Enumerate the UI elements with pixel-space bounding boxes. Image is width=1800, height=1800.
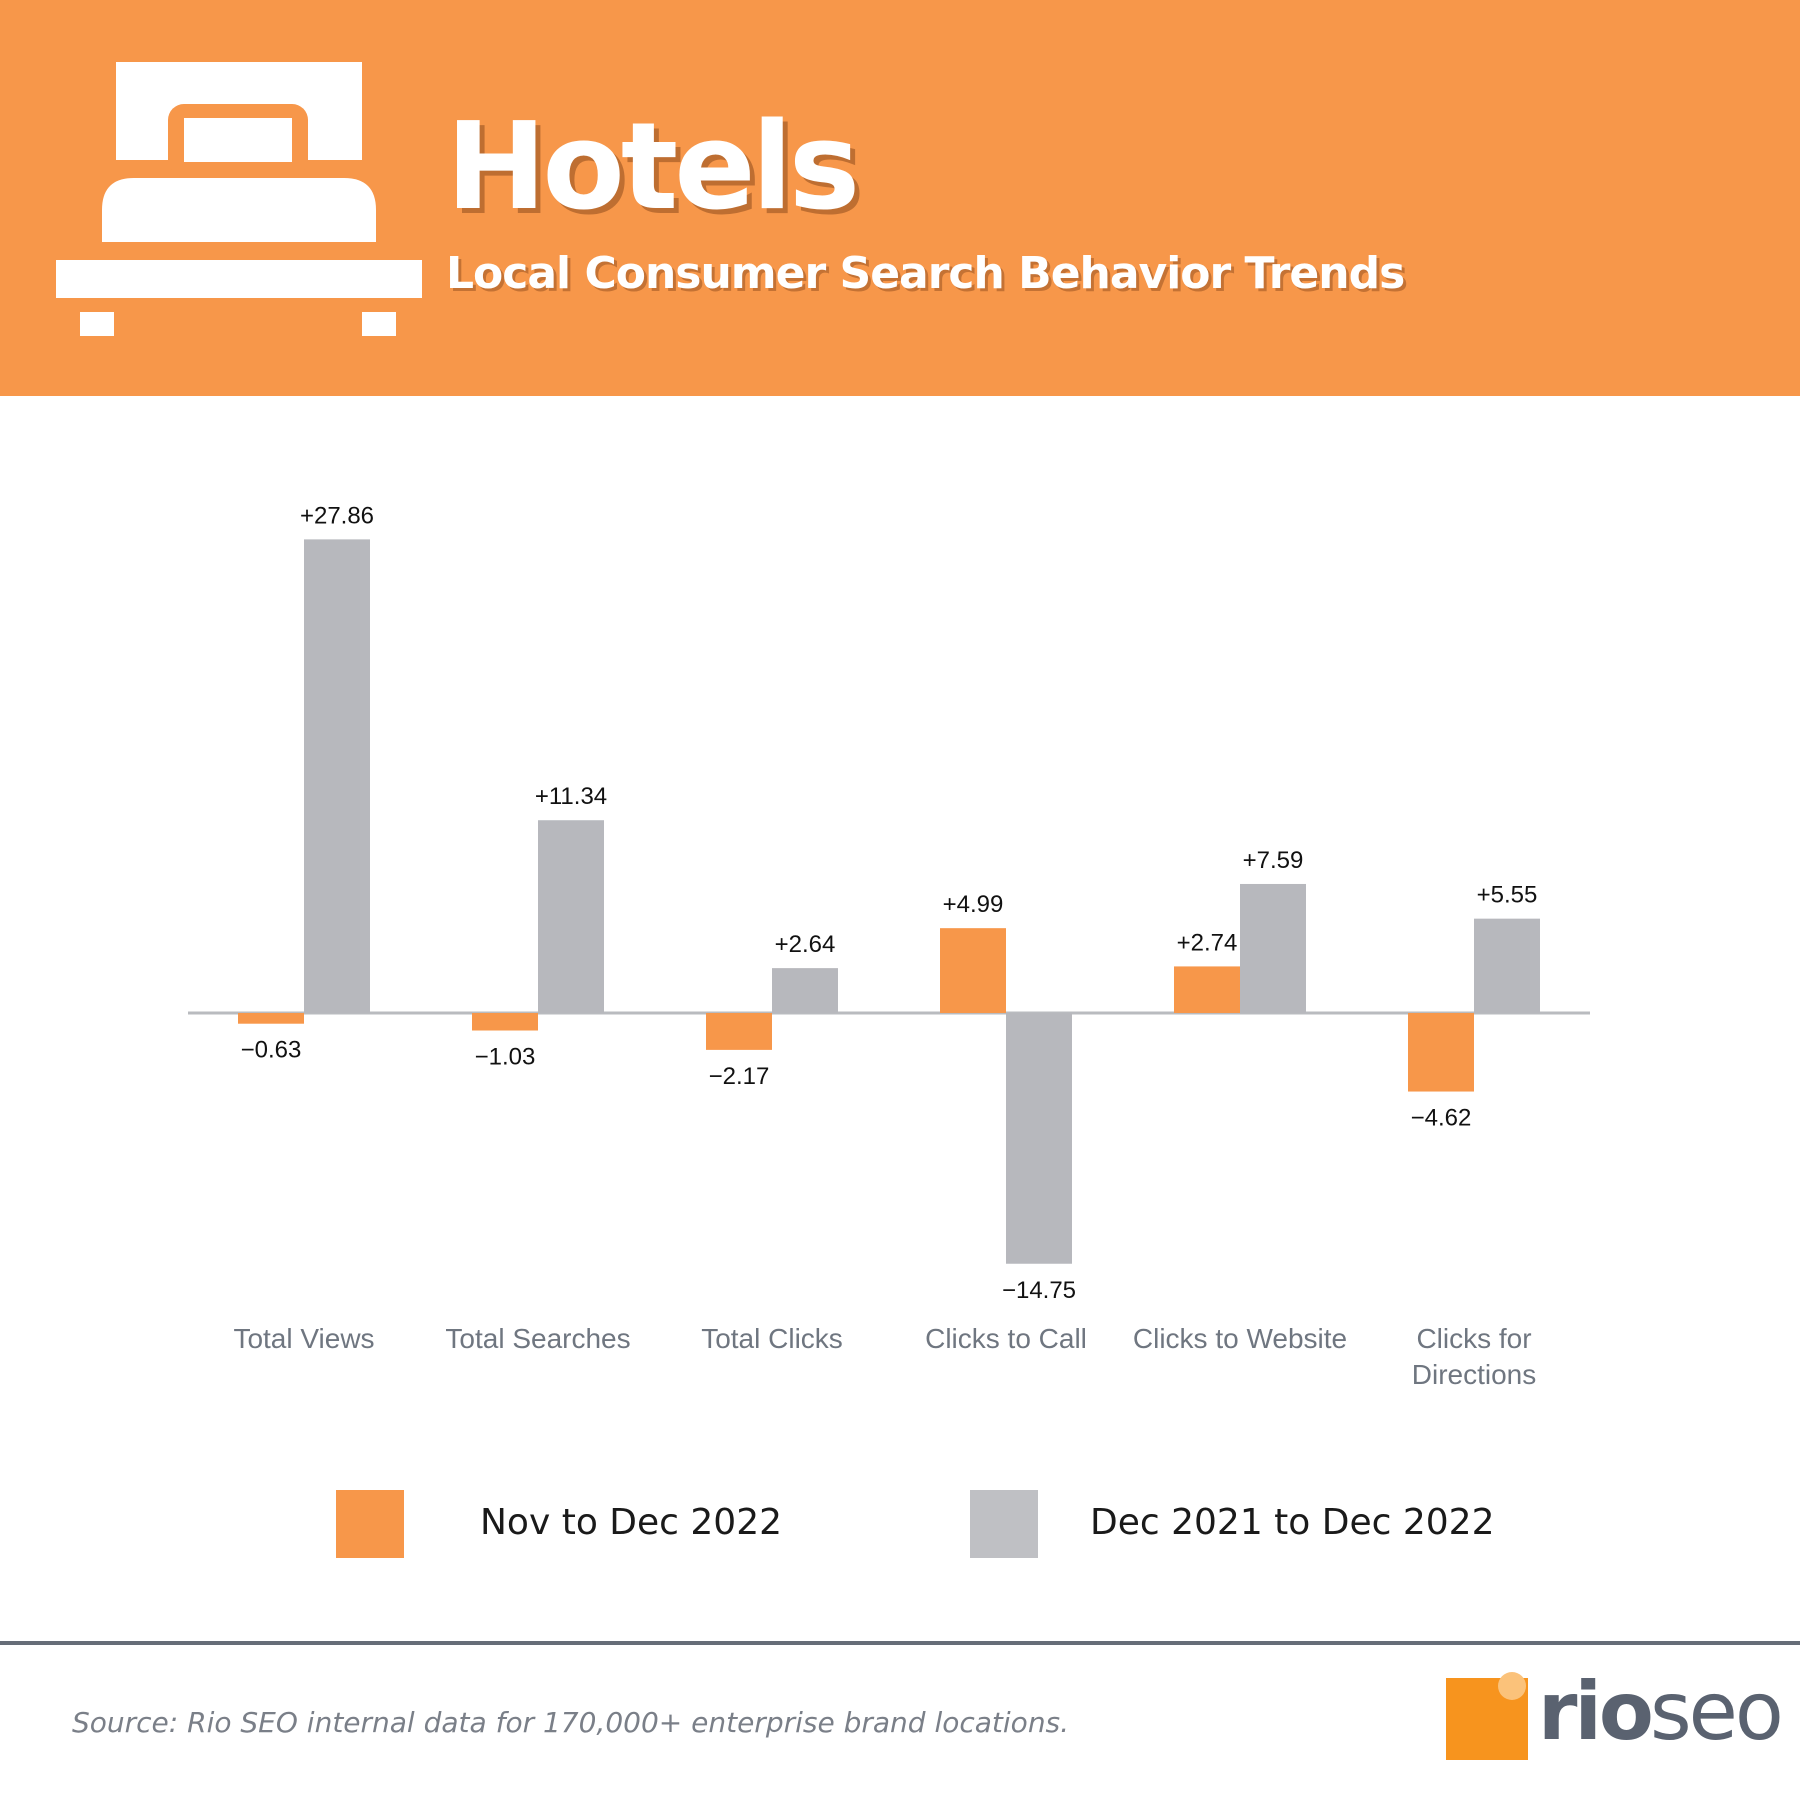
bar-series-0-2: [706, 1013, 772, 1050]
legend-label: Nov to Dec 2022: [480, 1502, 783, 1543]
data-label: +2.64: [775, 931, 836, 958]
bar-series-1-5: [1474, 918, 1540, 1013]
logo-text-rio: rio: [1538, 1665, 1654, 1758]
source-note: Source: Rio SEO internal data for 170,00…: [72, 1706, 1070, 1739]
bar-chart: −0.63 +27.86 Total Views −1.03 +11.34 Total S…: [188, 502, 1590, 1390]
bar-series-0-0: [238, 1013, 304, 1024]
data-label: +5.55: [1477, 882, 1538, 909]
data-label: +4.99: [943, 891, 1004, 918]
bar-series-1-2: [772, 968, 838, 1013]
legend-swatch-orange: [336, 1490, 404, 1558]
data-label: −1.03: [475, 1044, 536, 1071]
bar-series-1-4: [1240, 883, 1306, 1013]
data-label: +11.34: [535, 783, 607, 810]
category-label: Directions: [1412, 1359, 1536, 1390]
data-label: −4.62: [1411, 1105, 1472, 1132]
category-label: Total Clicks: [701, 1323, 843, 1354]
header-banner: Hotels Local Consumer Search Behavior Tr…: [0, 0, 1800, 396]
legend-label: Dec 2021 to Dec 2022: [1090, 1502, 1495, 1543]
category-label: Clicks to Website: [1133, 1323, 1347, 1354]
bar-series-0-1: [472, 1013, 538, 1031]
page-title: Hotels: [446, 98, 860, 237]
category-label: Clicks to Call: [925, 1323, 1087, 1354]
bed-icon: [56, 62, 422, 336]
logo-text-seo: seo: [1650, 1665, 1784, 1758]
bar-series-0-4: [1174, 966, 1240, 1013]
category-label: Total Searches: [445, 1323, 630, 1354]
category-label: Clicks for: [1416, 1323, 1531, 1354]
data-label: +27.86: [300, 502, 374, 529]
data-label: −2.17: [709, 1063, 770, 1090]
category-label: Total Views: [233, 1323, 374, 1354]
footer-divider: [0, 1641, 1800, 1645]
page-subtitle: Local Consumer Search Behavior Trends: [446, 248, 1405, 299]
data-label: +7.59: [1243, 847, 1304, 874]
bar-series-1-0: [304, 539, 370, 1013]
data-label: −14.75: [1002, 1277, 1076, 1304]
data-label: +2.74: [1177, 929, 1238, 956]
logo-dot: [1498, 1672, 1526, 1700]
legend-swatch-gray: [970, 1490, 1038, 1558]
data-label: −0.63: [241, 1037, 302, 1064]
rio-seo-logo: rio seo: [1446, 1668, 1786, 1778]
bar-series-1-1: [538, 820, 604, 1013]
bar-series-1-3: [1006, 1013, 1072, 1264]
bar-series-0-5: [1408, 1013, 1474, 1092]
bar-series-0-3: [940, 928, 1006, 1013]
